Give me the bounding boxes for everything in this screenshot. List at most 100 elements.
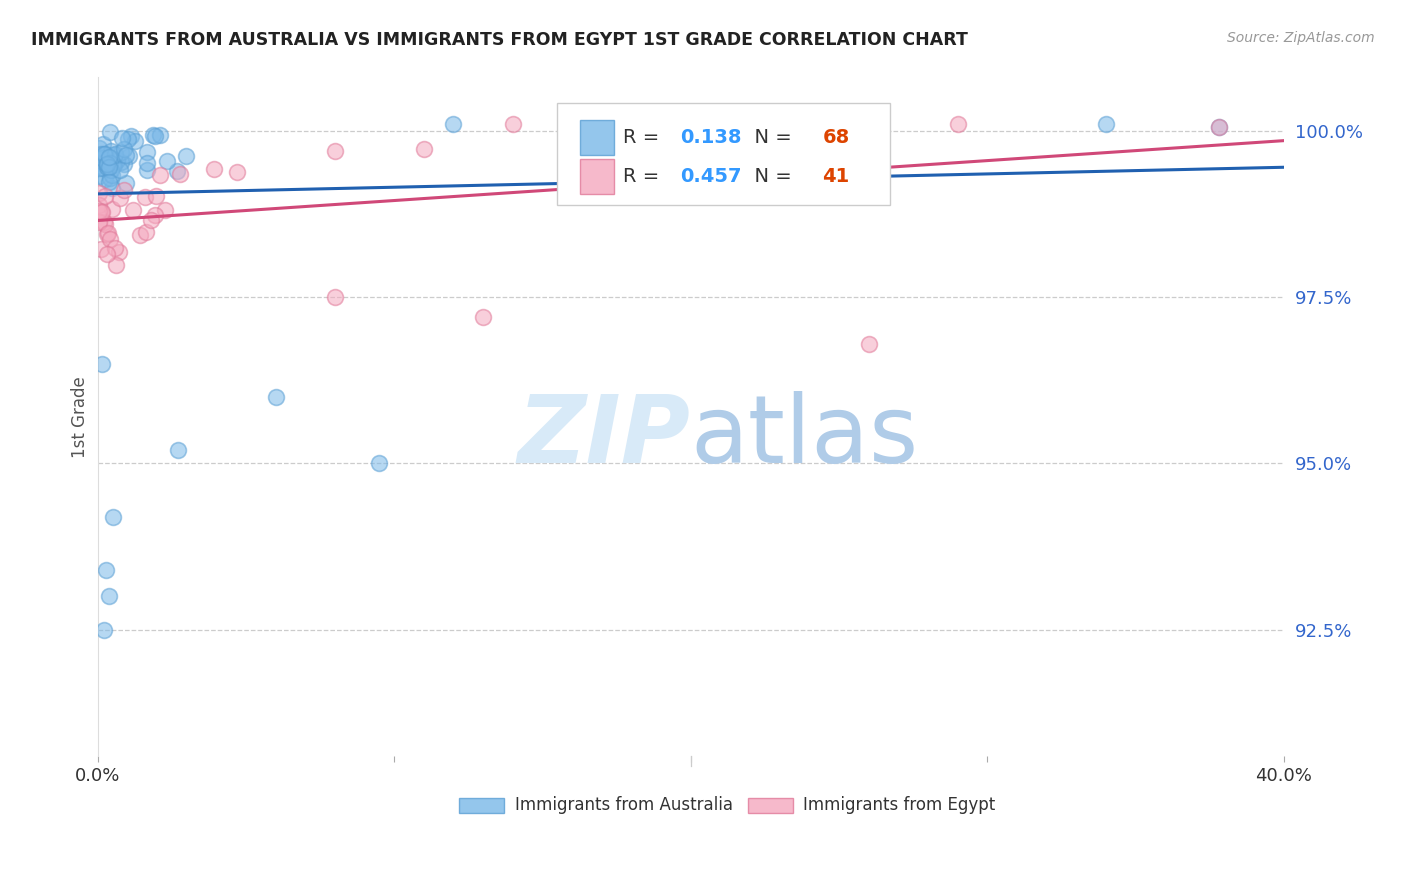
Point bbox=[91, 151, 114, 165]
Point bbox=[264, 390, 287, 404]
Point bbox=[167, 443, 190, 458]
Point bbox=[94, 147, 117, 161]
Point bbox=[96, 563, 118, 577]
Point bbox=[136, 163, 159, 178]
Point bbox=[104, 258, 127, 272]
Point bbox=[135, 225, 157, 239]
Point bbox=[96, 159, 118, 173]
Point bbox=[946, 117, 969, 131]
Point bbox=[174, 149, 197, 163]
Point bbox=[145, 189, 167, 203]
Point bbox=[93, 147, 115, 161]
Point bbox=[153, 202, 176, 217]
Point bbox=[118, 149, 141, 163]
Point bbox=[112, 142, 135, 156]
Point bbox=[323, 290, 346, 304]
Point bbox=[87, 198, 110, 212]
Point bbox=[124, 134, 146, 148]
Point bbox=[96, 157, 118, 171]
Text: IMMIGRANTS FROM AUSTRALIA VS IMMIGRANTS FROM EGYPT 1ST GRADE CORRELATION CHART: IMMIGRANTS FROM AUSTRALIA VS IMMIGRANTS … bbox=[31, 31, 967, 49]
Point bbox=[87, 215, 110, 229]
Point bbox=[368, 456, 391, 470]
Point bbox=[114, 148, 136, 162]
Point bbox=[112, 183, 135, 197]
Y-axis label: 1st Grade: 1st Grade bbox=[72, 376, 89, 458]
Text: atlas: atlas bbox=[690, 391, 920, 483]
Point bbox=[91, 161, 114, 175]
Point bbox=[135, 155, 157, 169]
Point bbox=[96, 157, 118, 171]
Point bbox=[91, 136, 114, 151]
Point bbox=[128, 227, 150, 242]
Point bbox=[87, 169, 110, 184]
Point bbox=[1208, 120, 1230, 135]
Point bbox=[98, 155, 121, 169]
Point bbox=[1095, 117, 1118, 131]
Point bbox=[709, 117, 731, 131]
Point bbox=[89, 156, 111, 170]
FancyBboxPatch shape bbox=[557, 103, 890, 205]
Point bbox=[90, 357, 112, 371]
Point bbox=[94, 189, 117, 203]
Point bbox=[110, 155, 132, 169]
Point bbox=[90, 147, 112, 161]
Point bbox=[134, 190, 156, 204]
Point bbox=[858, 336, 880, 351]
Point bbox=[799, 117, 821, 131]
FancyBboxPatch shape bbox=[581, 120, 613, 155]
Text: R =: R = bbox=[623, 128, 665, 147]
Point bbox=[441, 117, 464, 131]
Point bbox=[97, 161, 120, 175]
Point bbox=[87, 186, 110, 201]
Point bbox=[96, 161, 118, 175]
Point bbox=[96, 160, 118, 174]
Point bbox=[98, 175, 121, 189]
Point bbox=[89, 203, 111, 218]
Point bbox=[156, 153, 179, 168]
Point bbox=[103, 148, 125, 162]
Point bbox=[104, 147, 127, 161]
Point bbox=[323, 144, 346, 158]
Point bbox=[139, 213, 162, 227]
Point bbox=[148, 168, 170, 182]
Point bbox=[142, 128, 165, 143]
Point bbox=[98, 157, 121, 171]
Point bbox=[149, 128, 172, 143]
Text: N =: N = bbox=[742, 128, 797, 147]
Point bbox=[108, 162, 131, 177]
Point bbox=[101, 158, 124, 172]
Text: 0.457: 0.457 bbox=[681, 167, 741, 186]
Point bbox=[412, 142, 434, 156]
Point bbox=[103, 158, 125, 172]
Point bbox=[101, 509, 124, 524]
Point bbox=[136, 145, 159, 159]
Point bbox=[169, 168, 191, 182]
Point bbox=[117, 132, 139, 146]
Point bbox=[104, 241, 127, 255]
Point bbox=[115, 177, 138, 191]
Text: Source: ZipAtlas.com: Source: ZipAtlas.com bbox=[1227, 31, 1375, 45]
Point bbox=[98, 151, 121, 165]
Point bbox=[90, 243, 112, 257]
Text: R =: R = bbox=[623, 167, 665, 186]
Point bbox=[93, 172, 115, 186]
Point bbox=[101, 156, 124, 170]
Point bbox=[100, 163, 122, 178]
Point bbox=[93, 161, 115, 176]
Text: Immigrants from Australia: Immigrants from Australia bbox=[515, 796, 733, 814]
Point bbox=[202, 162, 225, 177]
Point bbox=[121, 203, 143, 218]
Point bbox=[120, 129, 142, 144]
Point bbox=[111, 130, 134, 145]
Point bbox=[98, 171, 121, 186]
Point bbox=[101, 180, 124, 194]
Text: Immigrants from Egypt: Immigrants from Egypt bbox=[803, 796, 995, 814]
Point bbox=[87, 161, 110, 175]
Point bbox=[90, 205, 112, 219]
Point bbox=[108, 191, 131, 205]
Point bbox=[166, 163, 188, 178]
Point bbox=[112, 157, 135, 171]
Point bbox=[93, 623, 115, 637]
Point bbox=[94, 217, 117, 231]
Point bbox=[107, 245, 129, 260]
